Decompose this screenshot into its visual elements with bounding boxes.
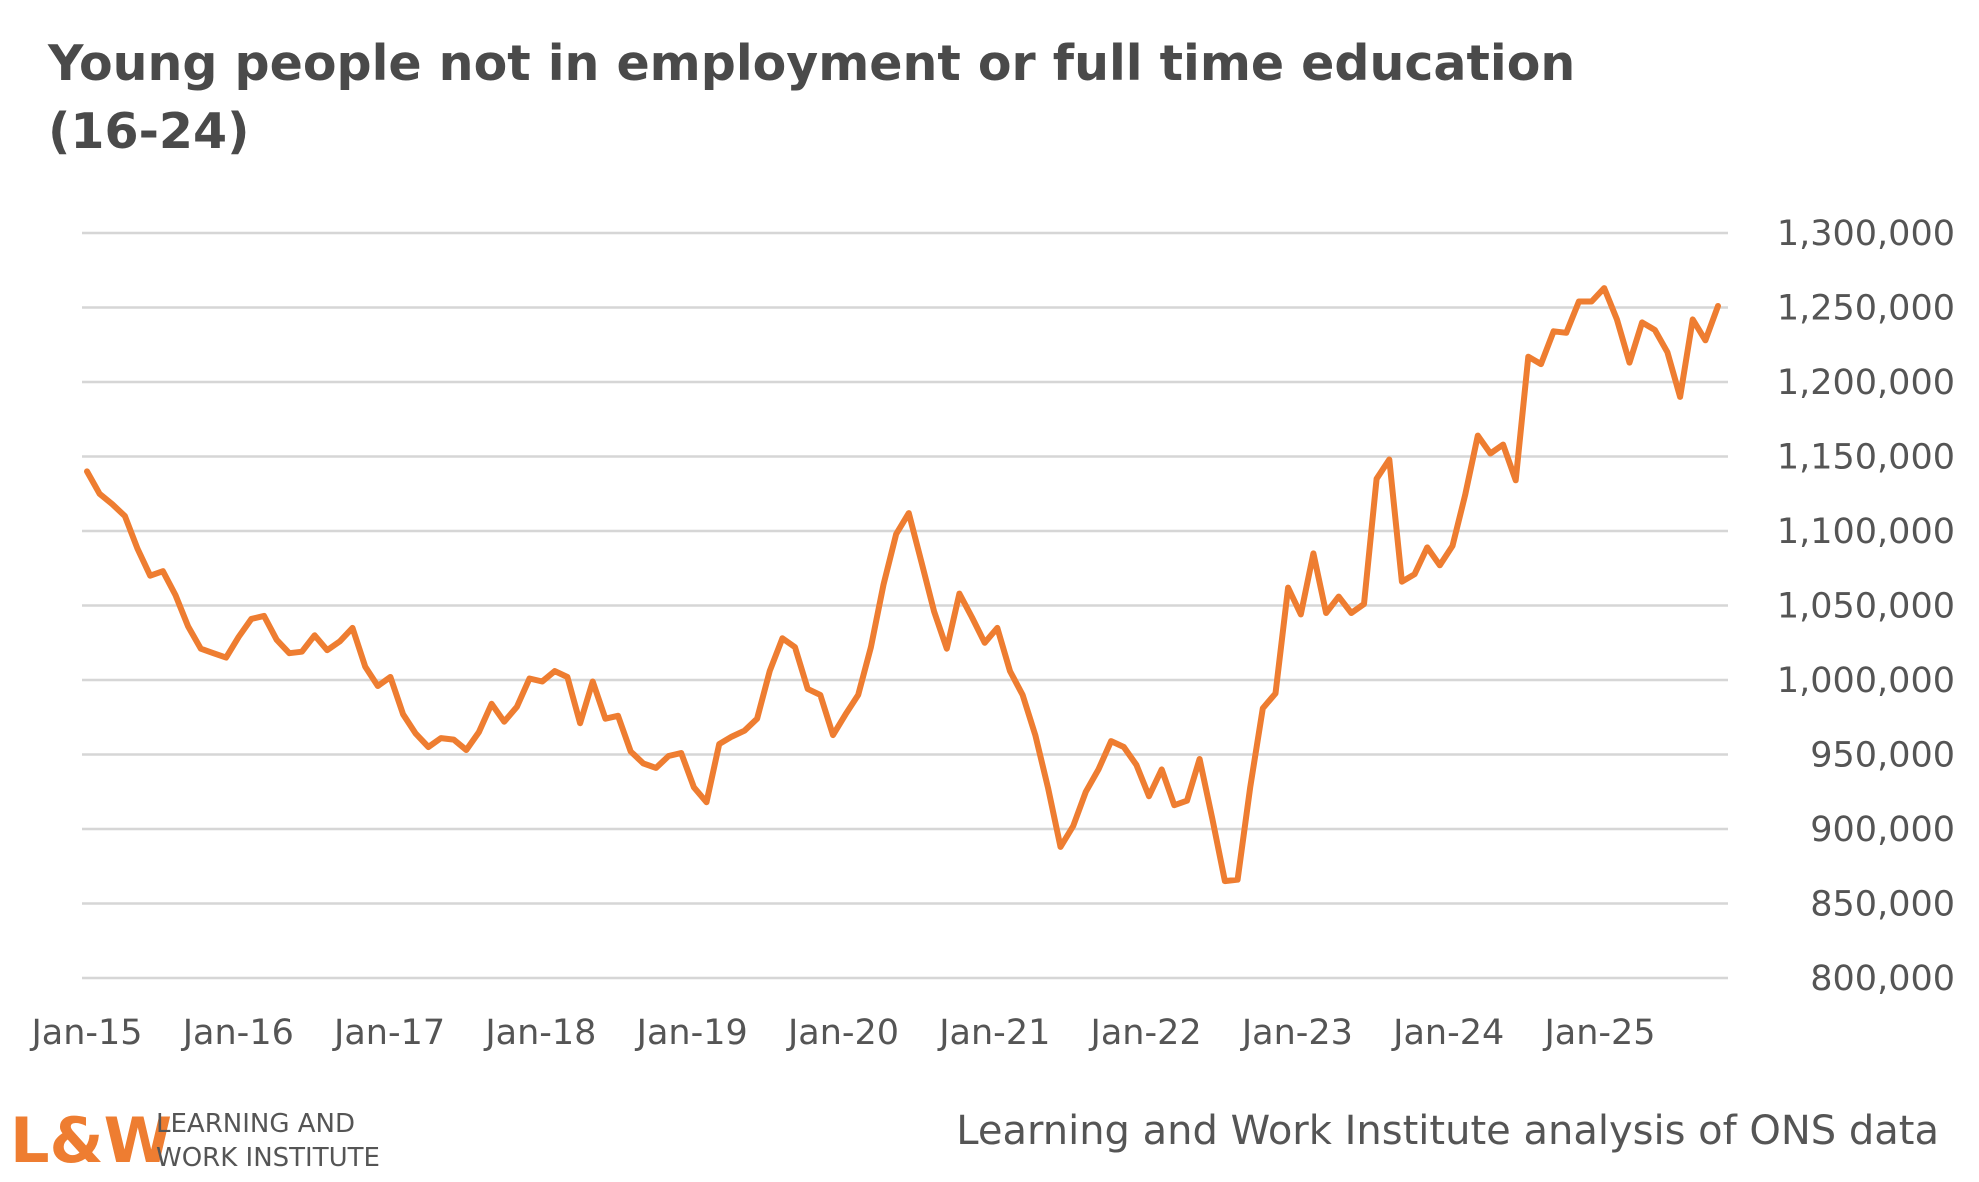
- y-axis-tick-labels: 1,300,000 1,250,000 1,200,000 1,150,000 1,10…: [1777, 214, 1955, 999]
- y-tick-label: 1,150,000: [1777, 438, 1955, 478]
- x-tick-label: Jan-24: [1391, 1013, 1504, 1053]
- y-tick-label: 800,000: [1810, 959, 1955, 999]
- learning-and-work-institute-logo: L&W LEARNING AND WORK INSTITUTE: [10, 1104, 380, 1172]
- line-chart: 1,300,000 1,250,000 1,200,000 1,150,000 1,10…: [29, 214, 1955, 1053]
- logo-mark: L&W: [10, 1104, 172, 1172]
- x-tick-label: Jan-25: [1542, 1013, 1655, 1053]
- x-tick-label: Jan-20: [786, 1013, 899, 1053]
- y-tick-label: 1,300,000: [1777, 214, 1955, 254]
- y-tick-label: 1,200,000: [1777, 363, 1955, 403]
- y-tick-label: 850,000: [1810, 885, 1955, 925]
- series-line: [84, 285, 1721, 885]
- x-tick-label: Jan-18: [483, 1013, 596, 1053]
- x-tick-label: Jan-21: [937, 1013, 1050, 1053]
- source-note: Learning and Work Institute analysis of …: [956, 1108, 1939, 1154]
- x-axis-tick-labels: Jan-15 Jan-16 Jan-17 Jan-18 Jan-19 Jan-20 Jan-…: [29, 1013, 1655, 1053]
- x-tick-label: Jan-15: [29, 1013, 142, 1053]
- y-tick-label: 950,000: [1810, 736, 1955, 776]
- x-tick-label: Jan-16: [181, 1013, 294, 1053]
- y-tick-label: 1,100,000: [1777, 512, 1955, 552]
- x-tick-label: Jan-19: [635, 1013, 748, 1053]
- y-tick-label: 1,000,000: [1777, 661, 1955, 701]
- x-tick-label: Jan-23: [1240, 1013, 1353, 1053]
- logo-line-1: LEARNING AND: [156, 1109, 355, 1139]
- y-tick-label: 900,000: [1810, 810, 1955, 850]
- y-tick-label: 1,250,000: [1777, 289, 1955, 329]
- x-tick-label: Jan-22: [1089, 1013, 1202, 1053]
- series-layer: [84, 285, 1721, 885]
- gridlines: [82, 231, 1728, 980]
- chart-title: Young people not in employment or full t…: [48, 35, 1576, 160]
- x-tick-label: Jan-17: [332, 1013, 445, 1053]
- y-tick-label: 1,050,000: [1777, 587, 1955, 627]
- logo-line-2: WORK INSTITUTE: [156, 1143, 380, 1172]
